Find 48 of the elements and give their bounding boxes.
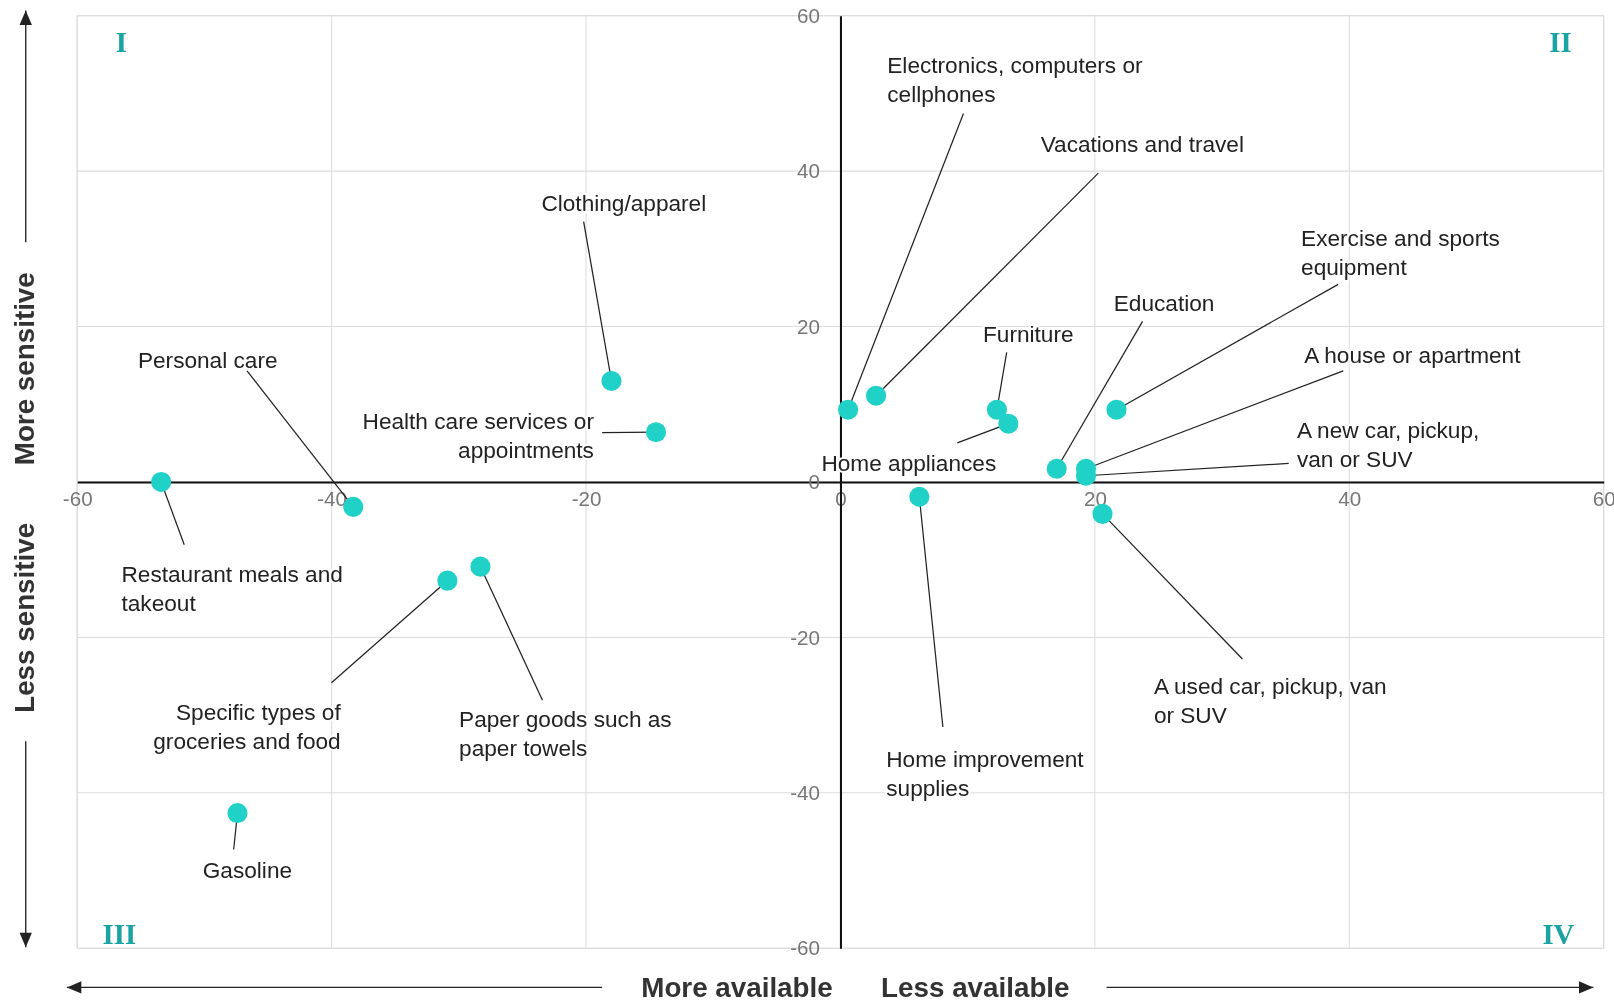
text: More sensitive [8,272,40,466]
annotation: Health care services or appointments [362,409,595,464]
x-tick-label: -40 [317,486,348,510]
annotation: IV [1542,918,1575,951]
annotation: III [102,918,137,951]
y-tick-label: 40 [796,159,820,183]
annotation: A used car, pickup, van or SUV [1153,674,1387,728]
y-tick-label: -60 [790,936,820,960]
point [601,370,622,391]
annotation: Specific types of groceries and food [153,699,342,754]
point [986,399,1007,420]
point [470,556,491,577]
y-tick-label: 20 [796,314,820,338]
annotation: A new car, pickup, van or SUV [1296,417,1480,472]
annotation: A house or apartment [1304,342,1522,368]
annotation: Education [1113,291,1215,317]
x-tick-label: 60 [1592,486,1614,510]
annotation: Furniture [983,321,1074,347]
point [909,486,930,507]
point [437,570,458,591]
annotation: I [115,25,128,58]
annotation: Restaurant meals and takeout [121,561,343,616]
point [1046,458,1067,479]
point [645,422,667,443]
point [1106,399,1127,420]
x-tick-label: -60 [62,486,93,510]
point [866,385,887,406]
x-tick-label: -20 [571,486,602,510]
point [227,803,248,824]
annotation: Gasoline [202,858,293,884]
annotation: II [1549,25,1572,58]
point [151,471,172,493]
annotation: Electronics, computers or cellphones [887,53,1143,108]
x-tick-label: 40 [1338,486,1362,510]
annotation: Exercise and sports equipment [1301,226,1500,281]
text: Less available [881,971,1070,1001]
text: Less sensitive [8,522,40,713]
point [838,399,859,420]
annotation: Vacations and travel [1040,131,1244,157]
y-tick-label: -20 [790,625,820,649]
point [998,413,1019,434]
y-tick-label: -40 [790,780,820,804]
annotation: Clothing/apparel [541,191,707,217]
text: More available [641,971,833,1001]
annotation: Personal care [137,347,278,373]
y-tick-label: 60 [796,3,820,27]
annotation: Paper goods such as paper towels [459,706,672,761]
annotation: Home improvement supplies [886,747,1085,801]
